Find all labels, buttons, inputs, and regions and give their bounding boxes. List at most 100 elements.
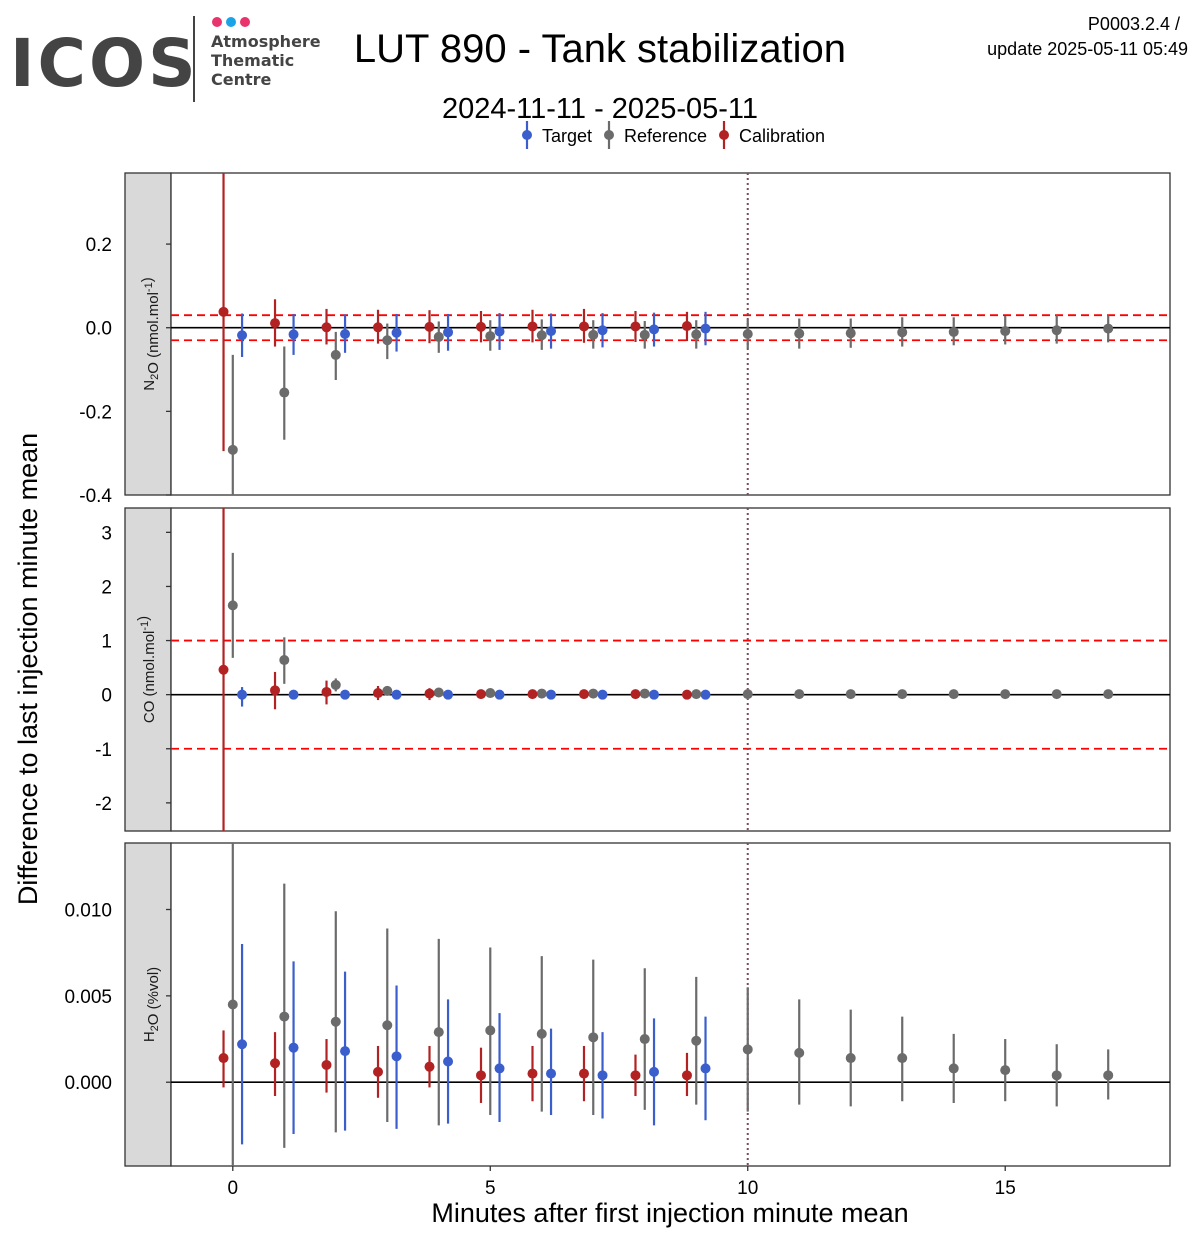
point-calibration <box>630 689 641 700</box>
point-target <box>494 689 505 700</box>
point-reference <box>897 689 908 700</box>
point-reference <box>1103 1070 1114 1081</box>
point-reference <box>279 655 290 666</box>
point-calibration <box>270 318 281 329</box>
product-code: P0003.2.4 / <box>1088 14 1180 34</box>
point-target <box>443 689 454 700</box>
y-tick-label: -1 <box>95 740 112 761</box>
point-reference <box>897 1053 908 1064</box>
point-reference <box>639 1034 650 1045</box>
point-reference <box>948 1063 959 1074</box>
y-tick-label: -0.2 <box>79 402 112 423</box>
point-reference <box>330 1016 341 1027</box>
point-reference <box>897 327 908 338</box>
legend-key-point-calibration <box>719 130 729 140</box>
point-reference <box>1103 689 1114 700</box>
logo-dot-3 <box>240 17 250 27</box>
point-reference <box>433 1027 444 1038</box>
point-reference <box>691 689 702 700</box>
legend-label-reference: Reference <box>624 126 707 146</box>
y-tick-label: 2 <box>101 577 112 598</box>
point-target <box>700 323 711 334</box>
logo-line-2: Thematic <box>211 51 294 70</box>
strip-mid: O (nmol.mol <box>145 292 162 374</box>
panel-strip-label: CO (nmol.mol-1) <box>135 616 158 723</box>
series-calibration <box>218 1030 692 1103</box>
point-reference <box>1000 689 1011 700</box>
point-reference <box>330 679 341 690</box>
update-timestamp: update 2025-05-11 05:49 <box>987 39 1188 59</box>
y-tick-label: 0.005 <box>64 987 112 1008</box>
point-reference <box>691 1035 702 1046</box>
point-reference <box>227 999 238 1010</box>
legend-item-reference: Reference <box>604 121 707 149</box>
point-calibration <box>373 688 384 699</box>
x-tick-label: 10 <box>737 1178 758 1199</box>
strip-base: CO (nmol.mol <box>141 631 158 724</box>
series-reference <box>227 552 1114 700</box>
point-calibration <box>218 1053 229 1064</box>
panel-plot-area <box>170 507 1171 832</box>
point-calibration <box>475 689 486 700</box>
point-reference <box>588 329 599 340</box>
legend-item-calibration: Calibration <box>719 121 825 149</box>
point-target <box>494 1063 505 1074</box>
point-calibration <box>681 689 692 700</box>
point-reference <box>279 1011 290 1022</box>
point-reference <box>948 326 959 337</box>
point-calibration <box>424 321 435 332</box>
series-calibration <box>218 508 692 831</box>
point-calibration <box>373 322 384 333</box>
point-reference <box>691 329 702 340</box>
point-reference <box>536 688 547 699</box>
point-calibration <box>373 1066 384 1077</box>
logo-line-3: Centre <box>211 70 272 89</box>
point-target <box>546 326 557 337</box>
point-reference <box>1000 1065 1011 1076</box>
y-tick-label: 0.010 <box>64 901 112 922</box>
point-reference <box>794 689 805 700</box>
point-target <box>391 1051 402 1062</box>
series-calibration <box>218 173 692 452</box>
point-target <box>649 324 660 335</box>
point-target <box>700 689 711 700</box>
point-calibration <box>475 1070 486 1081</box>
point-target <box>649 689 660 700</box>
point-reference <box>382 685 393 696</box>
legend-label-target: Target <box>542 126 592 146</box>
x-tick-label: 15 <box>995 1178 1016 1199</box>
point-target <box>700 1063 711 1074</box>
point-calibration <box>321 322 332 333</box>
panel-strip-label: N2O (nmol.mol-1) <box>139 277 162 390</box>
y-tick-label: 0.000 <box>64 1073 112 1094</box>
logo-dot-2 <box>226 17 236 27</box>
x-axis-title: Minutes after first injection minute mea… <box>431 1198 908 1228</box>
point-calibration <box>475 321 486 332</box>
point-reference <box>227 600 238 611</box>
y-axis-title: Difference to last injection minute mean <box>13 433 43 905</box>
point-calibration <box>578 689 589 700</box>
y-tick-label: 1 <box>101 632 112 653</box>
point-calibration <box>321 686 332 697</box>
panel-plot-area <box>170 842 1171 1167</box>
point-target <box>288 1042 299 1053</box>
legend-label-calibration: Calibration <box>739 126 825 146</box>
point-reference <box>1051 689 1062 700</box>
strip-sub: 2 <box>149 374 161 380</box>
icos-logo: ICOS Atmosphere Thematic Centre <box>10 16 321 102</box>
legend-key-point-reference <box>604 130 614 140</box>
point-reference <box>382 335 393 346</box>
strip-end: ) <box>139 277 156 282</box>
logo-dot-1 <box>212 17 222 27</box>
point-reference <box>382 1020 393 1031</box>
point-reference <box>588 688 599 699</box>
point-reference <box>588 1032 599 1043</box>
strip-base: N <box>141 380 158 391</box>
point-reference <box>536 1028 547 1039</box>
point-calibration <box>424 1061 435 1072</box>
point-target <box>237 689 248 700</box>
y-tick-label: -2 <box>95 794 112 815</box>
point-target <box>288 329 299 340</box>
strip-sub: 2 <box>149 1025 161 1031</box>
